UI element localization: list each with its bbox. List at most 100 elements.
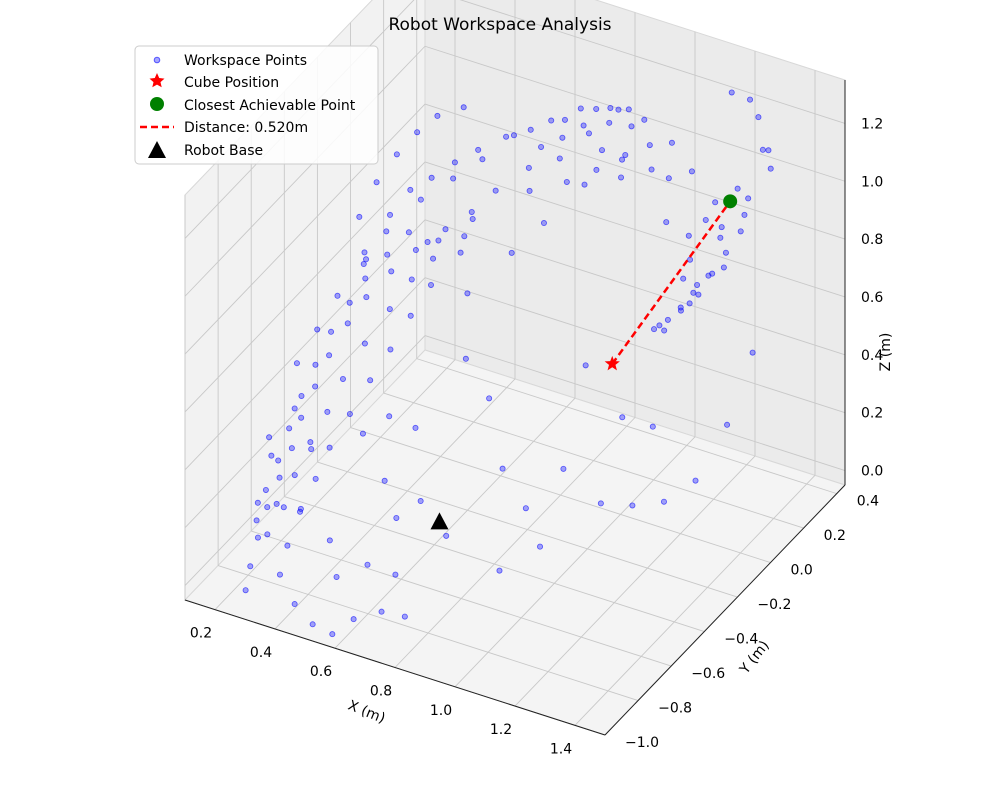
workspace-point xyxy=(548,117,555,124)
workspace-point xyxy=(268,452,275,459)
workspace-point xyxy=(651,326,658,333)
legend-label-distance: Distance: 0.520m xyxy=(184,120,308,136)
legend-label-cube: Cube Position xyxy=(184,75,279,91)
workspace-point xyxy=(339,375,346,382)
z-gridline-back xyxy=(424,277,846,414)
workspace-point xyxy=(387,211,394,218)
workspace-point xyxy=(308,446,315,453)
workspace-point xyxy=(428,174,435,181)
workspace-point xyxy=(499,465,506,472)
workspace-point xyxy=(540,220,547,227)
workspace-point xyxy=(737,228,744,235)
z-gridline-back xyxy=(424,161,846,298)
workspace-point xyxy=(361,249,368,256)
workspace-point xyxy=(435,237,442,244)
workspace-point xyxy=(619,414,626,421)
y-axis-line xyxy=(604,484,846,736)
workspace-point xyxy=(417,498,424,505)
workspace-point xyxy=(685,232,692,239)
workspace-point xyxy=(593,105,600,112)
z-gridline-back xyxy=(424,45,846,182)
y-tick-label: −0.6 xyxy=(691,666,725,682)
workspace-point xyxy=(386,413,393,420)
workspace-point xyxy=(641,116,648,123)
workspace-point xyxy=(560,465,567,472)
workspace-point xyxy=(434,112,441,119)
workspace-point xyxy=(615,106,622,113)
workspace-point xyxy=(280,504,287,511)
z-gridline-left xyxy=(184,45,426,297)
y-gridline-floor xyxy=(284,496,705,632)
workspace-point xyxy=(344,320,351,327)
workspace-point xyxy=(264,531,271,538)
workspace-point xyxy=(312,361,319,368)
z-gridline-left xyxy=(184,161,426,413)
workspace-point xyxy=(291,472,298,479)
workspace-point xyxy=(381,477,388,484)
workspace-point xyxy=(508,249,515,256)
legend-marker-base xyxy=(148,141,166,158)
workspace-point xyxy=(360,261,367,268)
workspace-point xyxy=(383,228,390,235)
workspace-point xyxy=(408,276,415,283)
workspace-point xyxy=(618,174,625,181)
workspace-point xyxy=(599,147,606,154)
workspace-point xyxy=(443,532,450,539)
legend-label-closest: Closest Achievable Point xyxy=(184,98,356,114)
workspace-point xyxy=(556,155,563,162)
z-gridline-back xyxy=(424,335,846,471)
workspace-point xyxy=(629,502,636,509)
workspace-point xyxy=(326,537,333,544)
workspace-point xyxy=(492,187,499,194)
workspace-point xyxy=(525,164,532,171)
distance-line xyxy=(611,200,732,365)
workspace-point xyxy=(309,621,316,628)
workspace-point xyxy=(407,186,414,193)
legend-marker-cube xyxy=(149,73,165,88)
tick-labels: 0.2 0.4 0.6 0.8 1.0 1.2 1.4 −1.0 −0.8 −0.6 −0.4 −0.… xyxy=(190,116,883,757)
workspace-point xyxy=(326,352,333,359)
workspace-point xyxy=(663,219,670,226)
workspace-point xyxy=(387,346,394,353)
z-tick-label: 0.2 xyxy=(861,406,883,422)
y-gridline-floor xyxy=(251,530,672,667)
workspace-point xyxy=(538,143,545,150)
workspace-point xyxy=(664,316,671,323)
workspace-point xyxy=(660,498,667,505)
workspace-point xyxy=(646,142,653,149)
workspace-point xyxy=(734,185,741,192)
workspace-point xyxy=(537,543,544,550)
workspace-point xyxy=(563,178,570,185)
z-gridline-left xyxy=(184,219,426,471)
workspace-point xyxy=(702,216,709,223)
workspace-point xyxy=(328,328,335,335)
workspace-point xyxy=(607,104,614,111)
workspace-point xyxy=(527,126,534,133)
x-axis-line xyxy=(184,599,606,736)
workspace-point xyxy=(363,294,370,301)
workspace-point xyxy=(412,247,419,254)
workspace-point xyxy=(462,355,469,362)
workspace-point xyxy=(619,156,626,163)
workspace-point xyxy=(284,542,291,549)
workspace-point xyxy=(741,211,748,218)
workspace-point xyxy=(307,439,314,446)
x-tick-label: 1.4 xyxy=(550,741,572,757)
workspace-point xyxy=(326,444,333,451)
workspace-point xyxy=(668,139,675,146)
workspace-point xyxy=(298,392,305,399)
z-axis-label: Z (m) xyxy=(878,333,894,372)
z-gridline-back xyxy=(459,0,846,124)
workspace-point xyxy=(628,123,635,130)
y-gridline-floor xyxy=(217,565,639,701)
workspace-point xyxy=(649,423,656,430)
workspace-point xyxy=(767,165,774,172)
x-gridline-floor xyxy=(574,475,816,726)
workspace-point xyxy=(266,434,273,441)
workspace-point xyxy=(373,179,380,186)
workspace-point xyxy=(712,199,719,206)
workspace-point xyxy=(749,349,756,356)
workspace-point xyxy=(581,181,588,188)
workspace-point xyxy=(695,291,702,298)
